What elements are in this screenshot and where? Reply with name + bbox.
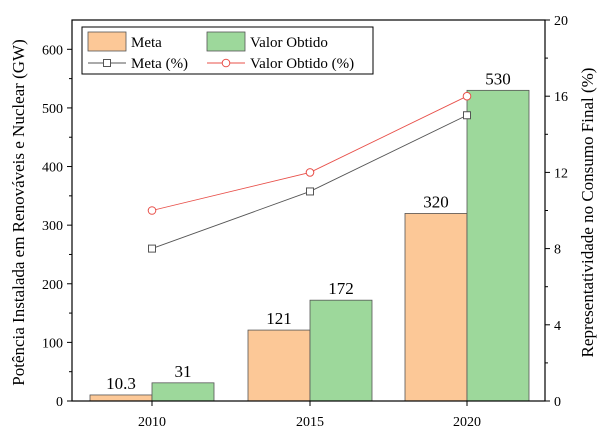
- chart-marks: 10.3 121 320 31 172 530 0 100 200 300 400 500 600 0 4 8…: [42, 14, 568, 430]
- legend-marker: [103, 59, 111, 67]
- bar-valor-obtido: [466, 89, 530, 402]
- y2-tick-label: 16: [554, 90, 568, 105]
- y2-tick-label: 8: [554, 243, 561, 258]
- legend-label: Meta: [131, 35, 162, 51]
- y-tick-label: 400: [42, 161, 63, 176]
- bar-meta: [247, 329, 311, 402]
- y2-tick-label: 4: [554, 319, 561, 334]
- x-tick-label: 2020: [453, 415, 481, 430]
- data-label: 320: [423, 192, 449, 211]
- line-point: [148, 244, 156, 253]
- data-label: 530: [485, 69, 511, 88]
- legend-swatch: [87, 31, 127, 52]
- y2-tick-label: 12: [554, 166, 568, 181]
- legend-label: Meta (%): [131, 56, 188, 72]
- y-axis-title: Potência Instalada em Renováveis e Nucle…: [9, 39, 28, 385]
- y-tick-label: 500: [42, 102, 63, 117]
- y2-tick-label: 20: [554, 14, 568, 29]
- line-point: [147, 206, 157, 215]
- line-point: [463, 111, 471, 120]
- y2-axis-title: Representatividade no Consumo Final (%): [578, 68, 597, 358]
- bar-meta: [89, 394, 153, 402]
- line-point: [306, 187, 314, 196]
- line-point: [305, 168, 315, 177]
- y-tick-label: 0: [56, 395, 63, 410]
- legend-label: Valor Obtido (%): [250, 56, 354, 72]
- line-point: [462, 91, 472, 101]
- y2-tick-label: 0: [554, 395, 561, 410]
- legend-label: Valor Obtido: [250, 35, 328, 51]
- data-label: 172: [328, 279, 354, 298]
- legend-marker: [221, 58, 231, 68]
- x-tick-label: 2015: [296, 415, 324, 430]
- data-label: 10.3: [106, 374, 136, 393]
- data-label: 121: [266, 309, 292, 328]
- bar-valor-obtido: [309, 299, 373, 402]
- y-tick-label: 200: [42, 278, 63, 293]
- y-tick-label: 300: [42, 219, 63, 234]
- legend-swatch: [206, 31, 246, 52]
- bar-meta: [404, 213, 468, 402]
- y-tick-label: 600: [42, 43, 63, 58]
- legend: Meta Valor Obtido Meta (%) Valor Obtido (%): [81, 26, 374, 75]
- data-label: 31: [175, 362, 192, 381]
- bar-valor-obtido: [151, 382, 215, 402]
- y-tick-label: 100: [42, 336, 63, 351]
- x-tick-label: 2010: [138, 415, 166, 430]
